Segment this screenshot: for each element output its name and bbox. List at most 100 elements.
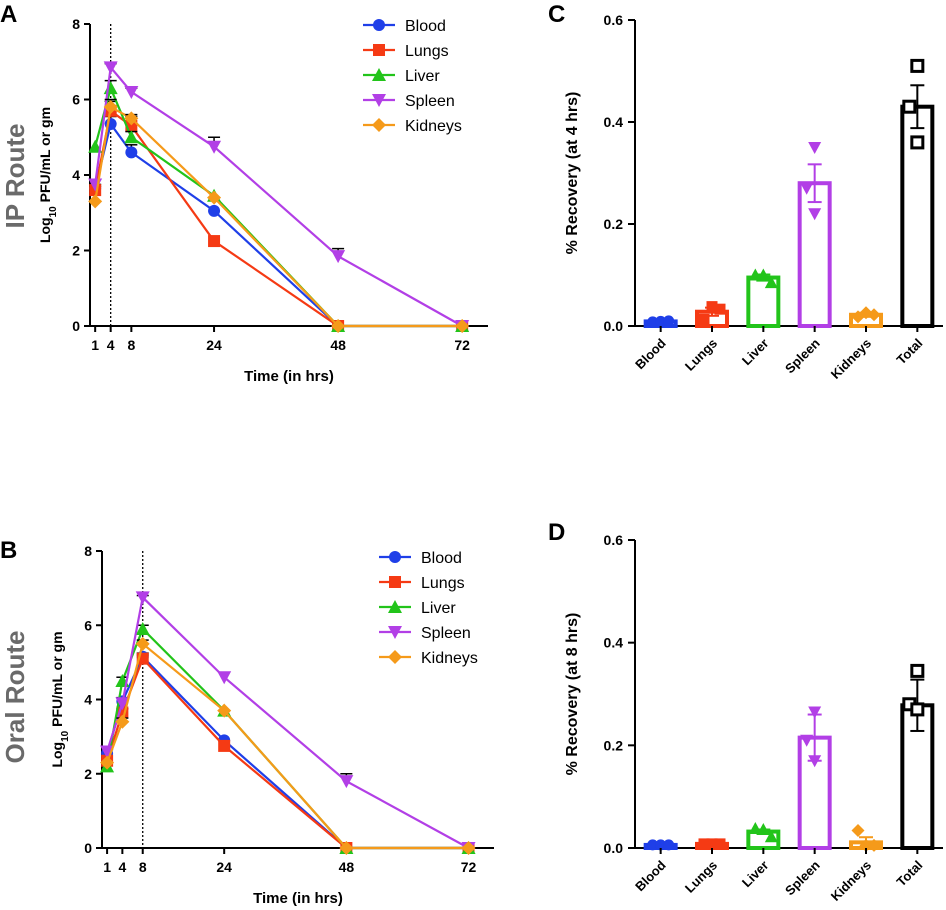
bar-spleen [797,181,832,328]
y-tick-label: 0.2 [604,216,624,232]
y-axis-label-rest: PFU/mL or gm [49,631,65,730]
x-tick-label: Lungs [682,858,720,896]
chart-panel-d: 0.0 0.2 0.4 0.6 % Recovery (at 8 hrs) Blood Lu… [564,532,943,904]
y-tick-label: 6 [72,92,80,108]
data-point-blood [663,839,675,851]
data-point-kidneys [331,319,346,333]
x-tick-label: Spleen [782,857,823,898]
y-axis-label: Log10 PFU/mL or gm [37,107,59,243]
legend-label-lungs: Lungs [405,43,449,60]
data-point-blood [663,315,675,327]
data-point-lungs [698,313,710,325]
data-point-liver [103,81,118,95]
y-tick-label: 0.2 [604,737,624,753]
data-point-kidneys [207,190,222,205]
chart-panel-c: 0.0 0.2 0.4 0.6 % Recovery (at 4 hrs) Blood Lu… [564,12,943,382]
data-point-kidneys [217,703,232,718]
data-point-blood [655,315,667,327]
data-point-total [910,663,925,678]
legend-label-blood: Blood [405,18,446,35]
x-tick-label: Total [894,336,926,368]
legend-marker-kidneys [388,650,402,664]
panel-letter-b: B [0,537,17,564]
data-point-spleen [808,142,822,154]
x-tick-label: 72 [454,337,470,353]
data-point-spleen [115,697,130,711]
series-line-kidneys [94,105,463,328]
data-point-total [910,702,925,717]
data-point-lungs [714,303,726,315]
x-tick-label: Total [894,858,926,890]
y-tick-label: 8 [84,543,92,559]
data-point-lungs [714,838,726,850]
legend-marker-liver [388,600,402,613]
data-point-spleen [124,85,139,99]
y-tick-label: 4 [84,692,92,708]
panel-letter-c: C [548,1,565,28]
x-tick-label: 4 [118,859,126,875]
data-point-spleen [808,755,822,768]
series-line-spleen [106,595,470,849]
data-point-liver [135,621,150,635]
data-point-spleen [103,61,118,75]
x-tick-label: 1 [103,859,111,875]
data-point-lungs [706,301,718,313]
data-point-kidneys [115,714,130,729]
panel-letter-d: D [548,519,565,546]
y-tick-label: 0 [72,318,80,334]
y-tick-label: 6 [84,617,92,633]
x-axis-label: Time (in hrs) [244,368,334,385]
data-point-blood [208,204,221,217]
data-point-spleen [217,671,232,685]
data-point-spleen [800,182,814,195]
data-point-lungs [698,838,710,850]
data-point-kidneys [339,841,354,855]
data-point-spleen [339,775,354,789]
y-tick-label: 0.4 [604,635,624,651]
data-point-spleen [808,208,822,221]
legend-label-liver: Liver [405,68,440,85]
data-point-blood [655,839,667,851]
x-tick-label: 48 [330,337,346,353]
x-tick-label: Blood [632,857,669,894]
legend-marker-liver [372,68,386,81]
y-axis-label: % Recovery (at 4 hrs) [564,92,581,255]
legend-marker-lungs [389,576,401,588]
x-tick-label: 8 [139,859,147,875]
data-point-spleen [135,591,150,605]
series-line-liver [106,626,469,850]
data-point-kidneys [455,319,470,333]
data-point-kidneys [88,194,103,209]
legend-label-spleen: Spleen [405,93,455,110]
x-tick-label: Blood [632,335,669,372]
route-label-oral: Oral Route [0,631,30,764]
data-point-kidneys [867,838,881,852]
y-tick-label: 0.4 [604,114,624,130]
y-tick-label: 0.6 [604,12,624,28]
y-tick-label: 0 [84,840,92,856]
legend-label-kidneys: Kidneys [421,650,478,667]
data-point-total [902,99,917,114]
x-tick-label: Spleen [782,335,823,376]
y-tick-label: 0.0 [604,840,624,856]
legend-marker-spleen [372,94,386,107]
data-point-spleen [800,734,814,747]
data-point-lungs [218,739,231,752]
legend-marker-kidneys [372,118,386,132]
data-point-lungs [208,235,221,248]
data-point-kidneys [124,111,139,126]
data-point-kidneys [859,838,873,852]
y-axis-label-base: Log [37,217,53,243]
y-axis-label-rest: PFU/mL or gm [37,107,53,206]
panel-letter-a: A [0,1,17,28]
x-tick-label: Lungs [682,336,720,374]
data-point-liver [748,821,762,834]
legend-marker-blood [389,551,401,563]
data-point-liver [764,830,778,843]
y-tick-label: 0.0 [604,318,624,334]
y-tick-label: 4 [72,167,80,183]
data-point-lungs [706,838,718,850]
legend-marker-lungs [373,44,385,56]
x-tick-label: Liver [739,858,772,891]
